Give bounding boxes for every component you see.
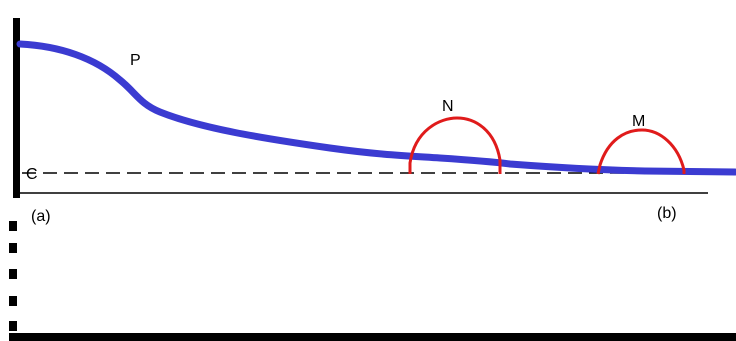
bottom-axis bbox=[9, 333, 736, 341]
left-axis-lower-dashes bbox=[9, 221, 17, 331]
curve-p-label: P bbox=[130, 52, 141, 69]
right-end-label: (b) bbox=[657, 205, 677, 222]
left-end-label: (a) bbox=[31, 208, 51, 225]
left-axis-upper bbox=[13, 18, 20, 198]
arc-m bbox=[596, 128, 686, 175]
arc-m-label: M bbox=[632, 113, 645, 130]
curve-p bbox=[16, 40, 736, 176]
dashed-level-label: C bbox=[26, 166, 38, 183]
arc-n bbox=[408, 116, 502, 174]
arc-n-label: N bbox=[442, 98, 454, 115]
